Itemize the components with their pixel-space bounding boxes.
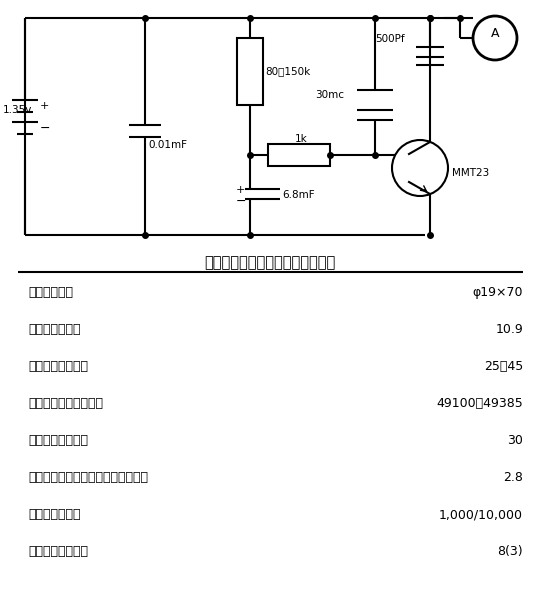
Text: +: + <box>236 185 246 195</box>
Text: 500Pf: 500Pf <box>375 34 405 44</box>
Text: 30: 30 <box>507 434 523 447</box>
Text: 无线电生物遥测发送器电路原理图: 无线电生物遥测发送器电路原理图 <box>204 255 335 270</box>
Text: 30mc: 30mc <box>315 90 344 100</box>
Text: 10.9: 10.9 <box>495 323 523 336</box>
Text: 1k: 1k <box>295 134 308 144</box>
Text: φ19×70: φ19×70 <box>472 286 523 299</box>
Text: 1.35v: 1.35v <box>3 105 32 115</box>
Text: 6.8mF: 6.8mF <box>282 190 315 200</box>
Text: 容积为１安培小时的电源电压（伏）: 容积为１安培小时的电源电压（伏） <box>28 471 148 484</box>
Text: 工作时限（昼夜）: 工作时限（昼夜） <box>28 545 88 558</box>
Text: −: − <box>236 194 247 207</box>
Text: MMT23: MMT23 <box>452 168 489 178</box>
FancyBboxPatch shape <box>237 38 263 105</box>
Text: 水中重量（克）: 水中重量（克） <box>28 323 81 336</box>
Text: 1,000/10,000: 1,000/10,000 <box>439 508 523 521</box>
Text: 8(3): 8(3) <box>497 545 523 558</box>
Text: 天线长度（厘米）: 天线长度（厘米） <box>28 360 88 373</box>
Text: 脉冲长度（毫秒）: 脉冲长度（毫秒） <box>28 434 88 447</box>
Text: A: A <box>491 27 499 39</box>
Text: 2.8: 2.8 <box>503 471 523 484</box>
Text: +: + <box>40 101 49 111</box>
FancyBboxPatch shape <box>268 144 330 166</box>
Text: −: − <box>40 121 50 134</box>
Text: 工作频率幅度（兆赫）: 工作频率幅度（兆赫） <box>28 397 103 410</box>
Text: 49100～49385: 49100～49385 <box>436 397 523 410</box>
Text: 80～150k: 80～150k <box>265 67 310 77</box>
Text: 遥测距离（米）: 遥测距离（米） <box>28 508 81 521</box>
Text: 0.01mF: 0.01mF <box>148 140 187 150</box>
Circle shape <box>392 140 448 196</box>
Text: 25～45: 25～45 <box>484 360 523 373</box>
Text: 尺寸（毫米）: 尺寸（毫米） <box>28 286 73 299</box>
Circle shape <box>473 16 517 60</box>
